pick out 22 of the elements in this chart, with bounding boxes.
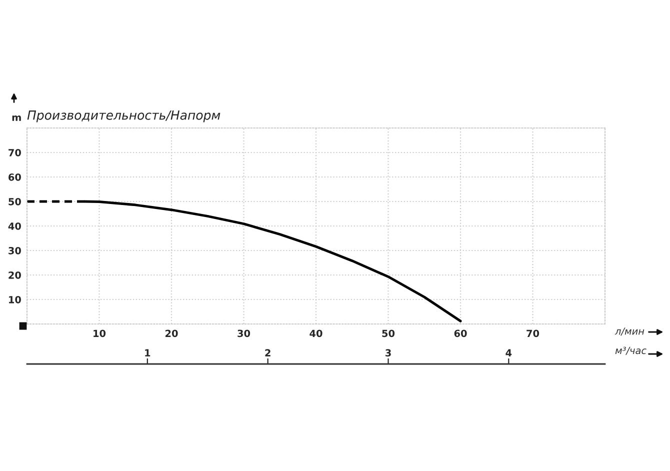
y-axis-title: m (12, 115, 21, 121)
chart-title: Производительность/Напорм (27, 110, 220, 122)
y-tick-label: 10 (9, 296, 21, 304)
x-tick-label: 70 (526, 330, 540, 338)
x-tick-label: 40 (310, 330, 322, 338)
x2-tick-label: 4 (506, 349, 512, 356)
x-tick-label: 30 (238, 330, 250, 338)
x-tick-label: 60 (454, 330, 467, 338)
x2-tick-label: 1 (145, 349, 150, 356)
y-tick-label: 70 (8, 148, 21, 156)
y-tick-label: 30 (8, 246, 21, 254)
x-axis-title: л/мин (614, 328, 644, 336)
x-tick-label: 50 (382, 330, 395, 338)
x-tick-label: 10 (94, 330, 106, 338)
y-tick-label: 50 (8, 198, 21, 206)
x2-tick-label: 2 (265, 349, 270, 356)
y-tick-label: 40 (8, 222, 21, 230)
x-tick-label: 20 (166, 330, 178, 338)
y-tick-label: 60 (8, 173, 21, 181)
y-tick-label: 20 (8, 271, 21, 279)
x2-tick-label: 3 (386, 349, 391, 357)
x2-axis-title: м³/час (615, 346, 646, 355)
